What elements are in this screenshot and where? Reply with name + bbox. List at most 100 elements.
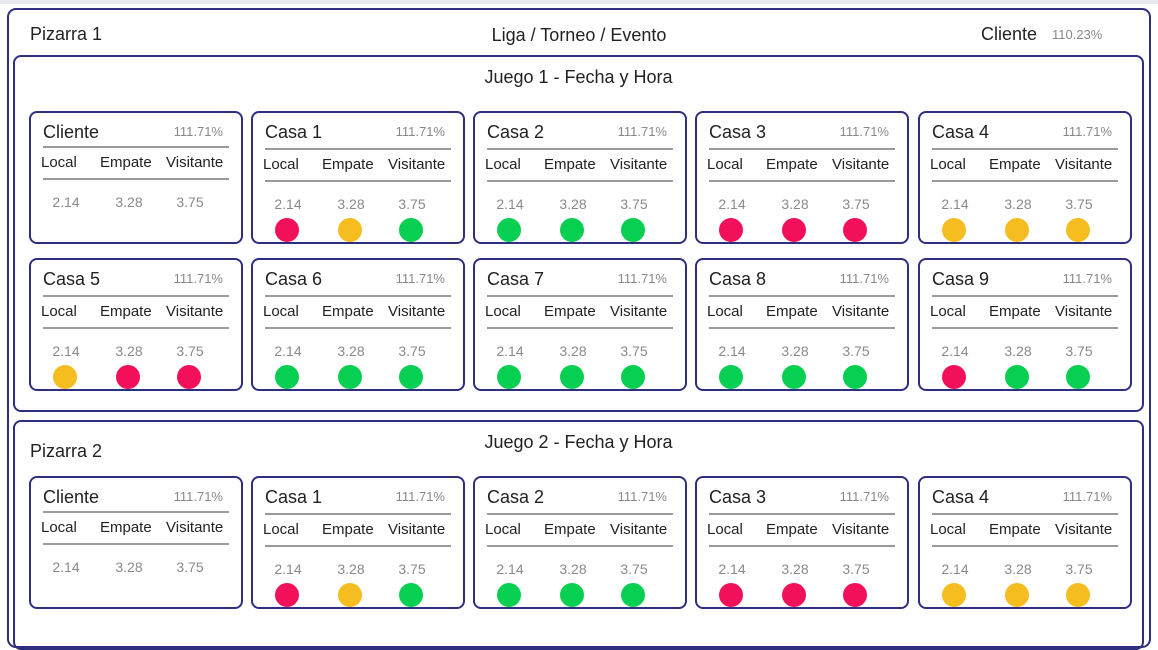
odds-local: 2.14 xyxy=(274,561,302,577)
column-header-local: Local xyxy=(707,303,743,320)
column-header-empate: Empate xyxy=(322,303,374,320)
bookmaker-card[interactable]: Casa 2 111.71% Local Empate Visitante 2.14 3.2… xyxy=(473,111,687,244)
column-header-local: Local xyxy=(263,303,299,320)
card-percentage: 111.71% xyxy=(617,489,667,504)
column-header-visitante: Visitante xyxy=(388,521,446,538)
column-header-visitante: Visitante xyxy=(832,156,890,173)
status-green-dot xyxy=(621,583,645,607)
card-name: Casa 8 xyxy=(709,269,767,289)
divider xyxy=(487,513,673,515)
odds-local: 2.14 xyxy=(496,343,524,359)
odds-local: 2.14 xyxy=(274,196,302,212)
column-header-visitante: Visitante xyxy=(166,519,224,536)
column-header-visitante: Visitante xyxy=(610,303,668,320)
divider xyxy=(265,180,451,182)
odds-empate: 3.28 xyxy=(781,343,809,359)
card-name: Casa 4 xyxy=(932,122,990,142)
status-red-dot xyxy=(275,218,299,242)
column-header-local: Local xyxy=(263,156,299,173)
bookmaker-card[interactable]: Casa 6 111.71% Local Empate Visitante 2.14 3.2… xyxy=(251,258,465,391)
divider xyxy=(709,513,895,515)
column-header-local: Local xyxy=(930,521,966,538)
pizarra-title: Pizarra 1 xyxy=(30,24,103,44)
divider xyxy=(265,545,451,547)
column-header-local: Local xyxy=(930,303,966,320)
status-red-dot xyxy=(782,583,806,607)
card-percentage: 111.71% xyxy=(395,124,445,139)
status-yellow-dot xyxy=(942,583,966,607)
odds-visitante: 3.75 xyxy=(842,561,870,577)
bookmaker-card[interactable]: Casa 9 111.71% Local Empate Visitante 2.14 3.2… xyxy=(918,258,1132,391)
odds-empate: 3.28 xyxy=(115,559,143,575)
divider xyxy=(932,148,1118,150)
divider xyxy=(43,146,229,148)
odds-visitante: 3.75 xyxy=(1065,196,1093,212)
divider xyxy=(709,327,895,329)
odds-local: 2.14 xyxy=(941,561,969,577)
odds-empate: 3.28 xyxy=(559,343,587,359)
card-name: Casa 2 xyxy=(487,122,545,142)
column-header-local: Local xyxy=(485,521,521,538)
card-name: Casa 1 xyxy=(265,487,323,507)
bookmaker-card[interactable]: Casa 7 111.71% Local Empate Visitante 2.14 3.2… xyxy=(473,258,687,391)
top-border xyxy=(0,0,1158,4)
divider xyxy=(43,511,229,513)
card-percentage: 111.71% xyxy=(1062,124,1112,139)
bookmaker-card[interactable]: Cliente 111.71% Local Empate Visitante 2.14 3.… xyxy=(29,476,243,609)
odds-empate: 3.28 xyxy=(1004,343,1032,359)
status-red-dot xyxy=(275,583,299,607)
odds-visitante: 3.75 xyxy=(176,343,204,359)
status-yellow-dot xyxy=(1005,583,1029,607)
divider xyxy=(932,513,1118,515)
card-percentage: 111.71% xyxy=(839,489,889,504)
divider xyxy=(487,545,673,547)
odds-local: 2.14 xyxy=(52,343,80,359)
status-green-dot xyxy=(560,583,584,607)
bookmaker-card[interactable]: Casa 3 111.71% Local Empate Visitante 2.14 3.2… xyxy=(695,111,909,244)
status-red-dot xyxy=(116,365,140,389)
status-red-dot xyxy=(782,218,806,242)
status-yellow-dot xyxy=(1066,218,1090,242)
column-header-visitante: Visitante xyxy=(166,154,224,171)
column-header-empate: Empate xyxy=(766,303,818,320)
odds-visitante: 3.75 xyxy=(398,561,426,577)
column-header-local: Local xyxy=(930,156,966,173)
card-percentage: 111.71% xyxy=(839,271,889,286)
card-percentage: 111.71% xyxy=(395,271,445,286)
status-green-dot xyxy=(275,365,299,389)
card-percentage: 111.71% xyxy=(1062,489,1112,504)
bookmaker-card[interactable]: Casa 1 111.71% Local Empate Visitante 2.14 3.2… xyxy=(251,111,465,244)
odds-empate: 3.28 xyxy=(781,196,809,212)
bookmaker-card[interactable]: Casa 4 111.71% Local Empate Visitante 2.14 3.2… xyxy=(918,111,1132,244)
odds-empate: 3.28 xyxy=(115,343,143,359)
bookmaker-card[interactable]: Casa 1 111.71% Local Empate Visitante 2.14 3.2… xyxy=(251,476,465,609)
column-header-empate: Empate xyxy=(989,521,1041,538)
game-2-title: Juego 2 - Fecha y Hora xyxy=(484,432,673,452)
column-header-empate: Empate xyxy=(766,521,818,538)
bookmaker-card[interactable]: Cliente 111.71% Local Empate Visitante 2.14 3.… xyxy=(29,111,243,244)
column-header-local: Local xyxy=(41,519,77,536)
divider xyxy=(43,295,229,297)
card-name: Casa 5 xyxy=(43,269,101,289)
bookmaker-card[interactable]: Casa 3 111.71% Local Empate Visitante 2.14 3.2… xyxy=(695,476,909,609)
odds-local: 2.14 xyxy=(718,561,746,577)
bookmaker-card[interactable]: Casa 4 111.71% Local Empate Visitante 2.14 3.2… xyxy=(918,476,1132,609)
bookmaker-card[interactable]: Casa 2 111.71% Local Empate Visitante 2.14 3.2… xyxy=(473,476,687,609)
odds-empate: 3.28 xyxy=(337,343,365,359)
bookmaker-card[interactable]: Casa 8 111.71% Local Empate Visitante 2.14 3.2… xyxy=(695,258,909,391)
column-header-empate: Empate xyxy=(544,156,596,173)
bookmaker-card[interactable]: Casa 5 111.71% Local Empate Visitante 2.14 3.2… xyxy=(29,258,243,391)
card-name: Casa 1 xyxy=(265,122,323,142)
column-header-visitante: Visitante xyxy=(1055,521,1113,538)
odds-local: 2.14 xyxy=(496,561,524,577)
status-yellow-dot xyxy=(942,218,966,242)
status-green-dot xyxy=(621,218,645,242)
divider xyxy=(265,513,451,515)
card-name: Casa 7 xyxy=(487,269,545,289)
column-header-empate: Empate xyxy=(100,303,152,320)
card-name: Casa 9 xyxy=(932,269,990,289)
column-header-visitante: Visitante xyxy=(1055,303,1113,320)
divider xyxy=(709,180,895,182)
status-red-dot xyxy=(843,218,867,242)
odds-visitante: 3.75 xyxy=(1065,343,1093,359)
